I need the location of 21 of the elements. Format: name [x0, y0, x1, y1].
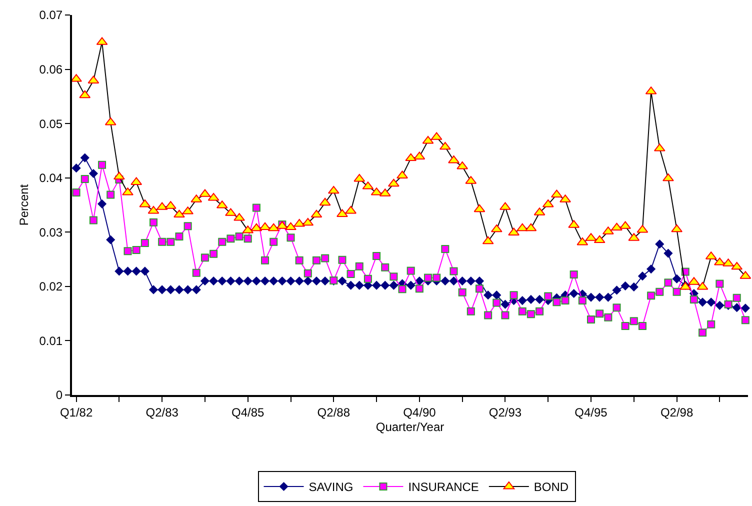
- x-tick-label: Q2/98: [660, 405, 694, 420]
- x-tick-label: Q2/83: [146, 405, 179, 420]
- x-tick-label: Q4/95: [574, 405, 608, 420]
- x-tick-label: Q1/82: [60, 405, 93, 420]
- x-tick-label: Q2/93: [488, 405, 522, 420]
- y-tick-label: 0.06: [39, 62, 63, 76]
- y-tick-label: 0.07: [39, 8, 63, 22]
- y-tick-label: 0.04: [39, 171, 63, 186]
- x-tick-label: Q4/90: [403, 405, 436, 420]
- y-tick-label: 0.01: [39, 334, 63, 348]
- x-axis-title: Quarter/Year: [376, 420, 444, 434]
- y-tick-label: 0.02: [39, 280, 63, 294]
- y-axis-title: Percent: [17, 184, 32, 226]
- y-tick-label: 0: [56, 388, 63, 402]
- y-tick-label: 0.03: [39, 225, 63, 240]
- y-tick-label: 0.05: [39, 116, 63, 131]
- x-tick-label: Q2/88: [317, 405, 350, 420]
- x-tick-label: Q4/85: [232, 405, 265, 420]
- legend-label: SAVING: [308, 480, 354, 494]
- legend-label: BOND: [534, 480, 569, 494]
- legend-label: INSURANCE: [408, 480, 479, 494]
